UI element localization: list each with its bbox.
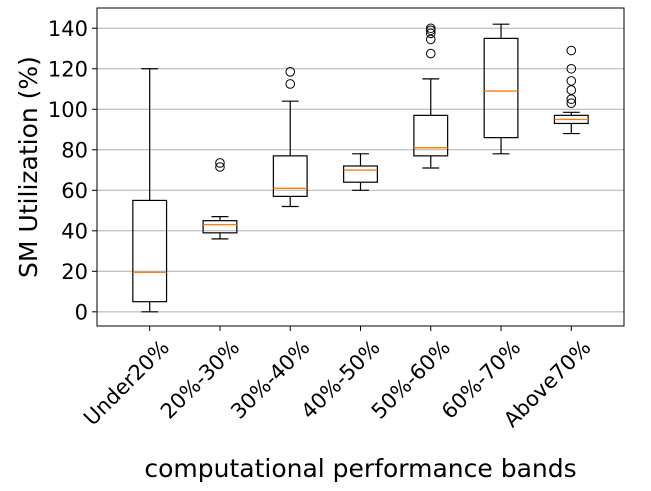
box-2	[202, 158, 238, 240]
boxes	[132, 23, 589, 313]
y-axis-ticks: 0 20 40 60 80 100 120 140	[48, 17, 97, 324]
outlier-point	[425, 23, 436, 34]
outlier-point	[425, 28, 436, 39]
outlier-point	[215, 162, 225, 172]
y-tick-label: 100	[48, 98, 88, 122]
box-7	[553, 45, 589, 135]
outlier-point	[215, 158, 225, 168]
outlier-point	[285, 79, 296, 89]
y-tick-label: 120	[48, 57, 88, 81]
x-axis-label: computational performance bands	[144, 454, 576, 483]
iqr-box	[202, 220, 238, 234]
outlier-point	[566, 63, 577, 74]
y-tick-label: 60	[61, 179, 88, 203]
iqr-box	[272, 155, 308, 197]
box-1	[132, 68, 168, 313]
grid-lines	[97, 27, 624, 313]
y-tick-label: 20	[61, 260, 88, 284]
outlier-point	[566, 98, 577, 108]
box-6	[483, 23, 519, 155]
y-tick-label: 140	[48, 17, 88, 41]
outlier-point	[566, 85, 577, 95]
y-tick-label: 40	[61, 219, 88, 243]
outlier-point	[425, 48, 436, 59]
iqr-box	[343, 165, 378, 183]
iqr-box	[483, 37, 519, 139]
box-5	[413, 23, 449, 169]
outlier-point	[566, 76, 577, 86]
box-3	[272, 67, 308, 208]
iqr-box	[413, 114, 449, 157]
outlier-point	[566, 45, 577, 56]
y-axis-label: SM Utilization (%)	[14, 56, 43, 278]
y-tick-label: 0	[75, 300, 88, 324]
iqr-box	[132, 199, 168, 303]
box-4	[343, 153, 378, 191]
outlier-point	[425, 34, 436, 45]
outlier-point	[285, 67, 296, 77]
outlier-point	[566, 94, 577, 104]
y-tick-label: 80	[61, 138, 88, 162]
